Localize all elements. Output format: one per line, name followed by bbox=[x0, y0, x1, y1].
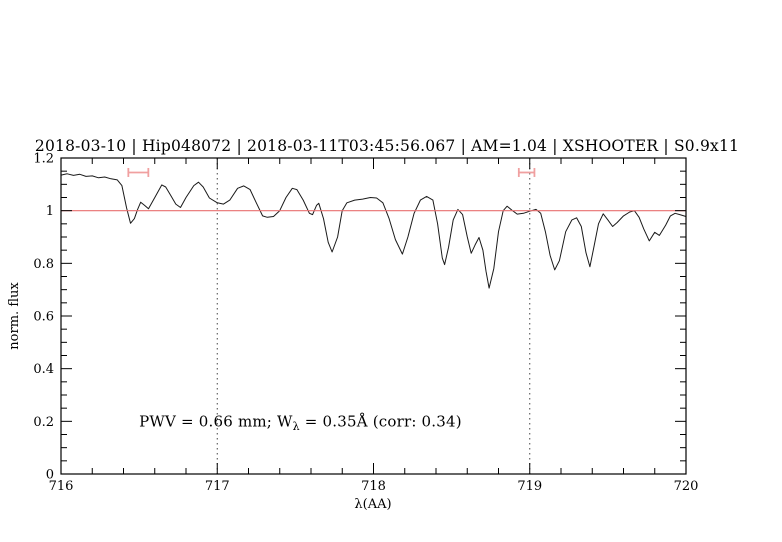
y-tick-label: 1.2 bbox=[33, 152, 54, 167]
x-axis-label: λ(AA) bbox=[354, 497, 391, 512]
y-tick-label: 0.2 bbox=[33, 415, 54, 430]
x-tick-label: 719 bbox=[517, 479, 542, 494]
y-axis-label: norm. flux bbox=[7, 282, 22, 350]
x-tick-label: 716 bbox=[49, 479, 74, 494]
x-tick-label: 720 bbox=[674, 479, 699, 494]
pwv-annotation: PWV = 0.66 mm; Wλ = 0.35Å (corr: 0.34) bbox=[139, 413, 462, 434]
x-tick-label: 717 bbox=[205, 479, 230, 494]
plot-title: 2018-03-10 | Hip048072 | 2018-03-11T03:4… bbox=[35, 137, 739, 155]
y-tick-label: 0.8 bbox=[33, 257, 54, 272]
x-tick-label: 718 bbox=[361, 479, 386, 494]
y-tick-label: 0 bbox=[46, 468, 54, 483]
y-tick-label: 0.6 bbox=[33, 310, 54, 325]
lambda-subscript: λ bbox=[293, 420, 300, 433]
bandwidth-errorbar-markers bbox=[127, 167, 536, 177]
y-tick-label: 0.4 bbox=[33, 362, 54, 377]
tick-labels: 716 717 718 719 720 0 0.2 0.4 0.6 0.8 1 1.2 bbox=[33, 152, 698, 495]
plot-frame-and-ticks bbox=[60, 157, 687, 475]
spectrum-line bbox=[60, 173, 687, 289]
y-tick-label: 1 bbox=[46, 204, 54, 219]
